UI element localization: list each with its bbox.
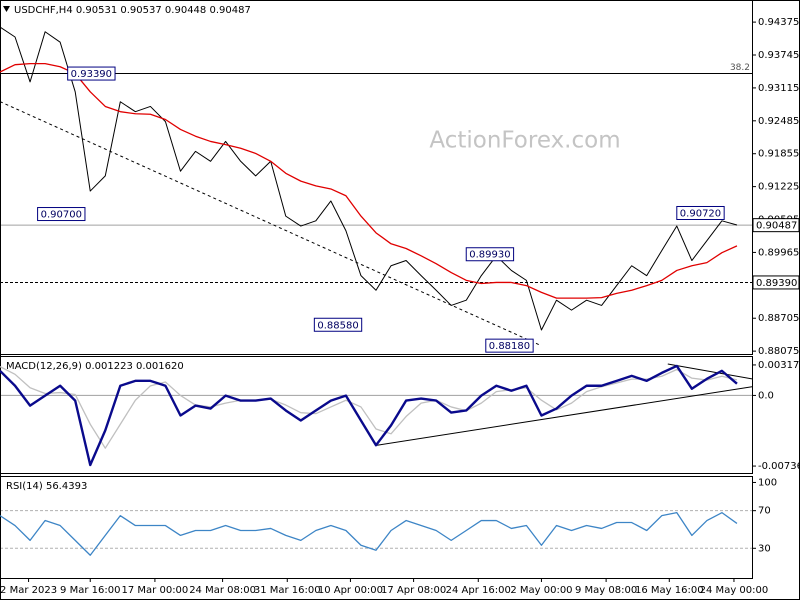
x-tick-label: 16 May 16:00 <box>635 585 704 596</box>
series-line <box>0 62 738 299</box>
y-tick-label: 0.89965 <box>758 247 799 258</box>
y-tick-label: 0.91225 <box>758 182 799 193</box>
y-tick-label: 0.003178 <box>758 360 800 371</box>
y-tick-label: 0.92485 <box>758 116 799 127</box>
level-label: 38.2 <box>730 63 750 73</box>
trend-line <box>376 386 752 446</box>
x-tick-label: 17 Mar 00:00 <box>122 585 189 596</box>
x-tick-label: 17 Apr 08:00 <box>381 585 446 596</box>
y-tick-label: 0.91855 <box>758 149 799 160</box>
x-tick-label: 9 May 08:00 <box>575 585 637 596</box>
x-tick-label: 10 Apr 00:00 <box>318 585 383 596</box>
y-tick-label: 0.88705 <box>758 313 799 324</box>
price-marker <box>752 275 800 290</box>
watermark: ActionForex.com <box>429 128 620 154</box>
x-tick-label: 2 May 00:00 <box>510 585 572 596</box>
price-panel <box>0 0 753 355</box>
annotation-label: 0.90720 <box>680 208 721 219</box>
annotation-label: 0.89930 <box>469 250 510 261</box>
x-tick-label: 31 Mar 16:00 <box>254 585 321 596</box>
panel-title: USDCHF,H4 0.90531 0.90537 0.90448 0.9048… <box>14 5 251 16</box>
series-line <box>0 26 738 331</box>
x-tick-label: 24 May 00:00 <box>700 585 769 596</box>
y-tick-label: 0.0 <box>758 390 774 401</box>
price-marker-label: 0.89390 <box>756 278 797 289</box>
y-tick-label: 0.93745 <box>758 50 799 61</box>
panel-title: RSI(14) 56.4393 <box>6 481 87 492</box>
x-tick-label: 24 Apr 16:00 <box>446 585 511 596</box>
y-tick-label: 0.94375 <box>758 17 799 28</box>
annotation-box <box>313 317 363 332</box>
macd-panel <box>0 356 753 474</box>
price-marker <box>752 218 800 233</box>
annotation-box <box>465 247 515 262</box>
y-tick-label: 0.93115 <box>758 83 799 94</box>
price-marker-label: 0.90487 <box>756 221 797 232</box>
annotation-label: 0.88580 <box>317 320 358 331</box>
annotation-label: 0.90700 <box>41 210 82 221</box>
x-tick-label: 9 Mar 16:00 <box>60 585 120 596</box>
y-tick-label: 30 <box>758 543 771 554</box>
y-tick-label: 70 <box>758 506 771 517</box>
panel-content <box>1 510 752 549</box>
y-tick-label: 100 <box>758 477 777 488</box>
annotation-box <box>37 207 86 222</box>
annotation-label: 0.93390 <box>71 69 112 80</box>
annotation-box <box>485 338 534 353</box>
rsi-panel <box>0 476 753 579</box>
panel-content <box>1 363 752 446</box>
y-tick-label: 0.88075 <box>758 346 799 357</box>
annotation-label: 0.88180 <box>489 341 530 352</box>
series-line <box>0 511 738 556</box>
x-tick-label: 2 Mar 2023 <box>0 585 57 596</box>
annotation-box <box>676 205 725 220</box>
series-line <box>0 364 738 467</box>
y-tick-label: -0.007361 <box>758 461 800 472</box>
trend-line <box>667 363 752 380</box>
x-tick-label: 24 Mar 08:00 <box>189 585 256 596</box>
annotation-box <box>67 66 116 81</box>
panel-title: MACD(12,26,9) 0.001223 0.001620 <box>6 361 184 372</box>
symbol-icon <box>3 6 10 12</box>
series-line <box>0 366 738 449</box>
